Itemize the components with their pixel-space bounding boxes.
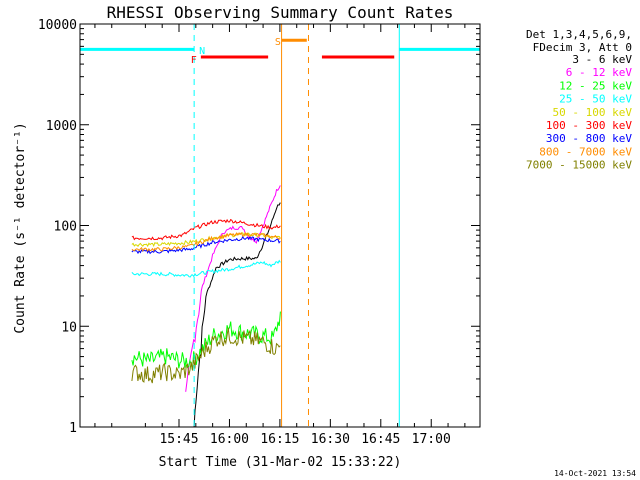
legend-entry-8: 800 - 7000 keV — [539, 145, 632, 158]
y-tick-label-3: 100 — [54, 220, 77, 235]
interval-bar-label-3: F — [191, 55, 197, 66]
y-tick-label-2: 10 — [61, 320, 77, 335]
x-tick-label-6: 17:00 — [412, 432, 451, 447]
series-line-5 — [131, 232, 281, 248]
legend-header-2: FDecim 3, Att 0 — [533, 41, 632, 54]
x-tick-label-1: 15:45 — [159, 432, 198, 447]
legend-entry-5: 50 - 100 keV — [553, 106, 633, 119]
x-tick-label-4: 16:30 — [311, 432, 350, 447]
legend-entry-7: 300 - 800 keV — [546, 132, 632, 145]
legend-entry-6: 100 - 300 keV — [546, 119, 632, 132]
interval-bar-label-1: N — [199, 46, 205, 57]
x-axis-label: Start Time (31-Mar-02 15:33:22) — [159, 455, 402, 470]
chart-title: RHESSI Observing Summary Count Rates — [107, 3, 454, 22]
series-line-4 — [131, 259, 281, 278]
legend-entry-3: 12 - 25 keV — [559, 79, 632, 92]
series-line-8 — [131, 231, 281, 252]
x-tick-label-2: 16:00 — [210, 432, 249, 447]
interval-bar-label-5: S — [275, 37, 281, 48]
x-tick-label-5: 16:45 — [361, 432, 400, 447]
y-tick-label-5: 10000 — [38, 18, 77, 33]
series-line-3 — [131, 311, 281, 371]
series-line-9 — [131, 327, 281, 384]
series-line-6 — [131, 218, 281, 241]
legend-entry-1: 3 - 6 keV — [572, 53, 632, 66]
series-line-7 — [131, 235, 281, 255]
x-tick-label-3: 16:15 — [260, 432, 299, 447]
y-tick-label-4: 1000 — [46, 119, 77, 134]
plot-clip-group — [80, 24, 480, 427]
series-line-2 — [185, 185, 281, 392]
y-tick-label-1: 1 — [69, 421, 77, 436]
series-line-1 — [193, 202, 281, 427]
y-axis-label: Count Rate (s⁻¹ detector⁻¹) — [13, 122, 28, 333]
legend-entry-4: 25 - 50 keV — [559, 93, 632, 106]
plot-area: NF S — [80, 24, 480, 427]
legend: Det 1,3,4,5,6,9,FDecim 3, Att 03 - 6 keV… — [526, 28, 632, 172]
legend-entry-9: 7000 - 15000 keV — [526, 159, 632, 172]
axis-ticks: 15:45 16:00 16:15 16:30 16:45 17:00 1 10 100 1000… — [38, 18, 480, 447]
legend-entry-2: 6 - 12 keV — [566, 66, 633, 79]
generated-timestamp: 14-Oct-2021 13:54 — [554, 469, 636, 478]
legend-header-1: Det 1,3,4,5,6,9, — [526, 28, 632, 41]
